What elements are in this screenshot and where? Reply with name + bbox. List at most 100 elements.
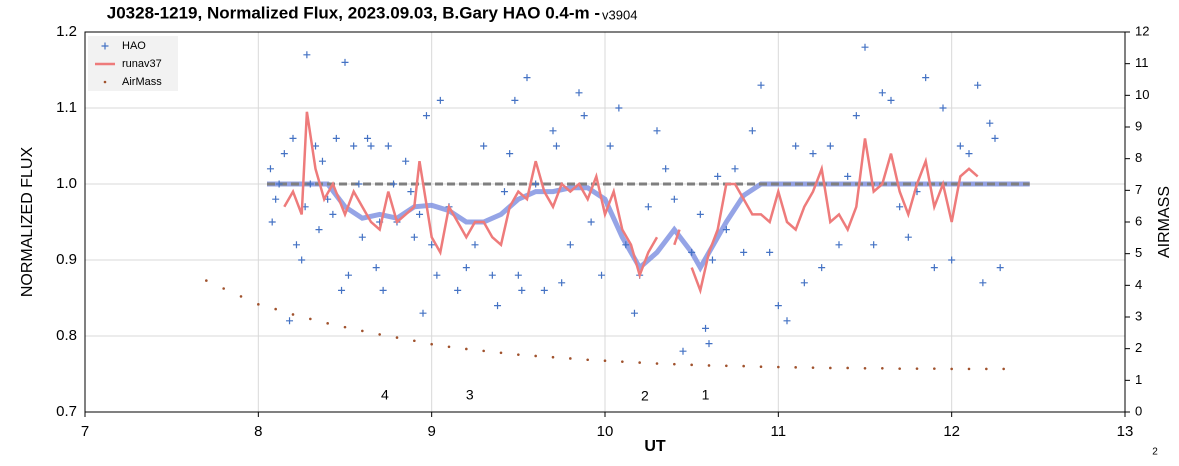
airmass-point bbox=[863, 367, 867, 370]
x-tick-label: 9 bbox=[427, 423, 435, 440]
data-point bbox=[315, 226, 323, 234]
data-point bbox=[809, 150, 817, 158]
airmass-point bbox=[257, 303, 260, 306]
chart-title: J0328-1219, Normalized Flux, 2023.09.03,… bbox=[107, 3, 600, 22]
data-point bbox=[904, 233, 912, 241]
airmass-point bbox=[621, 360, 624, 363]
data-point bbox=[462, 264, 470, 272]
data-point bbox=[766, 248, 774, 256]
data-point bbox=[644, 203, 652, 211]
data-point bbox=[979, 279, 987, 287]
data-point bbox=[350, 142, 358, 150]
airmass-point bbox=[725, 364, 728, 368]
data-point bbox=[402, 157, 410, 165]
data-point bbox=[653, 127, 661, 135]
data-point bbox=[480, 142, 488, 150]
data-point bbox=[587, 218, 595, 226]
data-point bbox=[800, 279, 808, 287]
data-point bbox=[792, 142, 800, 150]
legend-swatch bbox=[103, 80, 107, 84]
data-point bbox=[708, 256, 716, 264]
airmass-point bbox=[846, 366, 849, 370]
data-point bbox=[930, 264, 938, 272]
airmass-point bbox=[603, 359, 607, 363]
y-tick-label: 1.1 bbox=[56, 99, 77, 116]
data-point bbox=[511, 96, 519, 104]
data-point bbox=[714, 172, 722, 180]
data-point bbox=[364, 134, 372, 142]
data-point bbox=[606, 142, 614, 150]
chart-subtitle: v3904 bbox=[602, 7, 637, 22]
legend-swatch bbox=[101, 42, 109, 50]
x-axis-label: UT bbox=[644, 438, 666, 455]
airmass-point bbox=[881, 367, 884, 370]
airmass-point bbox=[482, 349, 485, 353]
data-point bbox=[379, 286, 387, 294]
airmass-point bbox=[985, 367, 988, 371]
y2-tick-label: 2 bbox=[1135, 340, 1142, 355]
airmass-point bbox=[811, 366, 815, 369]
data-point bbox=[367, 142, 375, 150]
x-tick-label: 12 bbox=[943, 423, 960, 440]
data-point bbox=[896, 203, 904, 211]
data-point bbox=[702, 324, 710, 332]
y-tick-label: 0.8 bbox=[56, 327, 77, 344]
data-point bbox=[679, 347, 687, 355]
y2-tick-label: 11 bbox=[1135, 55, 1149, 70]
airmass-point bbox=[413, 339, 416, 343]
airmass-point bbox=[465, 347, 468, 351]
annotation: 2 bbox=[641, 388, 649, 404]
footnote: 2 bbox=[1152, 447, 1158, 458]
y2-tick-label: 4 bbox=[1135, 277, 1142, 292]
runav-line bbox=[283, 111, 979, 295]
y-axis-label: NORMALIZED FLUX bbox=[19, 147, 36, 298]
data-point bbox=[552, 142, 560, 150]
airmass-point bbox=[898, 367, 901, 370]
data-point bbox=[939, 104, 947, 112]
airmass-point bbox=[638, 361, 641, 364]
data-point bbox=[355, 180, 363, 188]
data-point bbox=[956, 142, 964, 150]
data-point bbox=[471, 241, 479, 249]
data-point bbox=[500, 188, 508, 196]
y-tick-label: 0.7 bbox=[56, 403, 77, 420]
data-point bbox=[986, 119, 994, 127]
airmass-point bbox=[274, 307, 277, 311]
data-point bbox=[996, 264, 1004, 272]
x-tick-label: 13 bbox=[1117, 423, 1134, 440]
data-point bbox=[887, 96, 895, 104]
airmass-point bbox=[361, 329, 364, 333]
data-point bbox=[688, 248, 696, 256]
y2-tick-label: 10 bbox=[1135, 87, 1149, 102]
data-point bbox=[852, 112, 860, 120]
airmass-point bbox=[950, 367, 953, 371]
airmass-point bbox=[205, 279, 208, 282]
airmass-point bbox=[569, 357, 572, 360]
data-point bbox=[272, 195, 280, 203]
airmass-point bbox=[309, 317, 312, 321]
data-point bbox=[974, 81, 982, 89]
data-point bbox=[306, 180, 314, 188]
data-point bbox=[748, 127, 756, 135]
airmass-point bbox=[655, 362, 659, 365]
data-point bbox=[705, 340, 713, 348]
airmass-point bbox=[915, 367, 919, 370]
airmass-point bbox=[933, 367, 936, 370]
data-point bbox=[670, 195, 678, 203]
annotation: 3 bbox=[466, 387, 474, 403]
airmass-point bbox=[534, 354, 537, 358]
airmass-point bbox=[222, 287, 225, 290]
data-point bbox=[662, 165, 670, 173]
data-point bbox=[419, 309, 427, 317]
data-point bbox=[532, 180, 540, 188]
data-point bbox=[332, 134, 340, 142]
data-point bbox=[280, 150, 288, 158]
data-point bbox=[422, 112, 430, 120]
data-point bbox=[818, 264, 826, 272]
annotation: 1 bbox=[702, 387, 710, 403]
y2-tick-label: 5 bbox=[1135, 245, 1142, 260]
airmass-point bbox=[378, 333, 381, 336]
data-point bbox=[540, 286, 548, 294]
data-point bbox=[416, 210, 424, 218]
